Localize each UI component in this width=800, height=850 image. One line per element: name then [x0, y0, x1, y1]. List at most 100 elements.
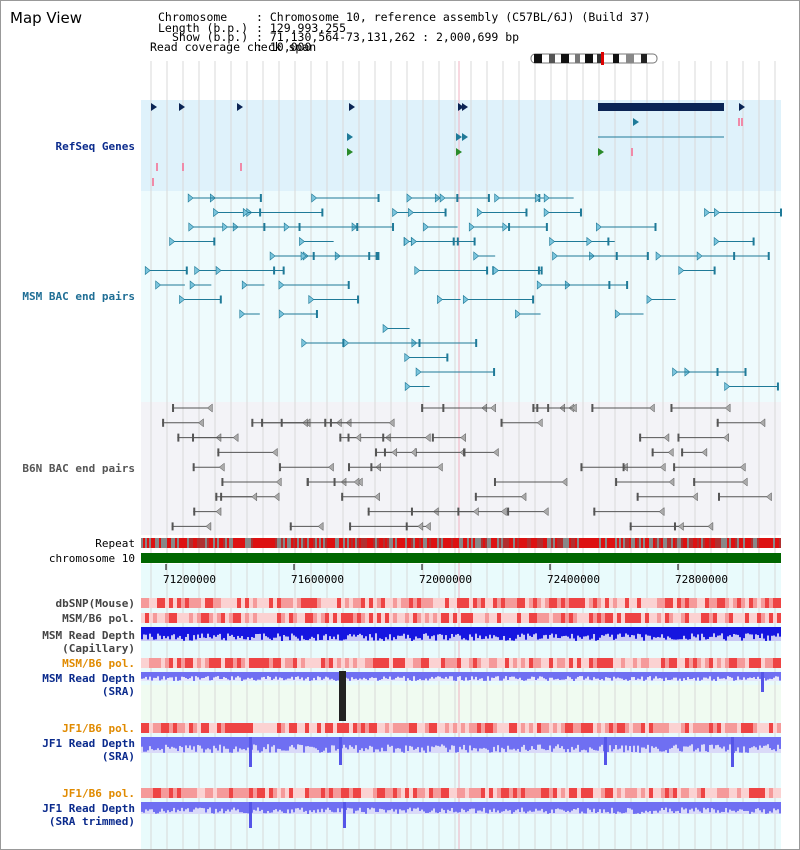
msm-bac-end	[404, 236, 410, 247]
depth-bar	[447, 672, 449, 679]
depth-bar	[473, 627, 475, 641]
b6n-bac-end	[532, 404, 535, 412]
polymorphism-mark	[673, 658, 677, 668]
depth-bar	[525, 672, 527, 681]
b6n-bac-end	[278, 463, 281, 472]
ideogram-band	[597, 54, 601, 63]
depth-bar	[291, 802, 293, 810]
depth-bar	[727, 672, 729, 677]
depth-bar	[229, 737, 231, 753]
depth-bar	[359, 627, 361, 634]
polymorphism-mark	[193, 598, 197, 608]
polymorphism-mark	[365, 723, 369, 733]
repeat-mark	[369, 538, 371, 548]
polymorphism-mark	[409, 788, 413, 798]
depth-bar	[511, 672, 513, 677]
polymorphism-mark	[769, 598, 773, 608]
repeat-mark	[653, 538, 655, 548]
polymorphism-mark	[665, 613, 669, 623]
polymorphism-mark	[609, 788, 613, 798]
depth-bar	[683, 737, 685, 747]
depth-bar	[511, 627, 513, 641]
depth-bar	[361, 737, 363, 749]
depth-bar	[481, 737, 483, 749]
depth-bar	[421, 672, 423, 681]
polymorphism-mark	[441, 788, 445, 798]
repeat-mark	[323, 538, 325, 548]
depth-bar	[371, 672, 373, 678]
depth-bar	[201, 802, 203, 808]
depth-bar	[337, 672, 339, 681]
depth-bar	[779, 672, 781, 681]
polymorphism-mark	[745, 658, 749, 668]
repeat-mark	[661, 538, 663, 548]
depth-bar	[591, 802, 593, 813]
depth-bar	[733, 672, 735, 681]
depth-bar	[315, 672, 317, 681]
polymorphism-mark	[461, 598, 465, 608]
polymorphism-mark	[709, 658, 713, 668]
msm-bac-end	[406, 193, 413, 203]
depth-bar	[187, 802, 189, 809]
depth-bar	[779, 737, 781, 749]
polymorphism-mark	[461, 723, 465, 733]
depth-bar	[159, 627, 161, 636]
repeat-mark	[767, 538, 769, 548]
depth-bar	[321, 672, 323, 680]
repeat-mark	[313, 538, 315, 548]
polymorphism-mark	[161, 598, 165, 608]
depth-bar	[373, 672, 375, 678]
depth-bar	[321, 802, 323, 809]
polymorphism-mark	[593, 598, 597, 608]
depth-bar	[415, 627, 417, 637]
polymorphism-mark	[329, 598, 333, 608]
depth-bar	[741, 672, 743, 680]
depth-bar	[617, 627, 619, 635]
depth-bar	[437, 802, 439, 814]
depth-bar	[591, 627, 593, 639]
repeat-mark	[167, 538, 169, 548]
polymorphism-mark	[253, 723, 257, 733]
repeat-mark	[549, 538, 551, 548]
depth-bar	[707, 802, 709, 809]
polymorphism-mark	[233, 658, 237, 668]
depth-bar	[651, 737, 653, 747]
msm-bac-end	[377, 252, 380, 260]
depth-bar	[401, 802, 403, 811]
depth-bar	[245, 627, 247, 640]
repeat-mark	[721, 538, 723, 548]
depth-bar	[303, 802, 305, 812]
polymorphism-mark	[513, 598, 517, 608]
polymorphism-mark	[413, 613, 417, 623]
depth-bar	[699, 627, 701, 641]
depth-bar	[207, 627, 209, 634]
polymorphism-mark	[741, 723, 745, 733]
depth-bar	[533, 737, 535, 750]
polymorphism-mark	[773, 658, 777, 668]
depth-bar	[169, 737, 171, 749]
polymorphism-mark	[705, 723, 709, 733]
b6n-bac-end	[739, 462, 746, 472]
polymorphism-mark	[765, 658, 769, 668]
depth-bar	[713, 672, 715, 680]
polymorphism-mark	[317, 788, 321, 798]
depth-bar	[507, 672, 509, 680]
b6n-bac-end	[536, 418, 543, 428]
depth-bar	[241, 802, 243, 813]
polymorphism-mark	[189, 788, 193, 798]
depth-bar	[539, 627, 541, 639]
polymorphism-mark	[201, 658, 205, 668]
repeat-mark	[543, 538, 545, 548]
repeat-mark	[685, 538, 687, 548]
depth-bar	[387, 627, 389, 640]
depth-bar	[295, 627, 297, 637]
msm-bac-end	[586, 236, 593, 247]
depth-bar	[309, 737, 311, 747]
b6n-bac-end	[374, 492, 380, 502]
depth-bar	[499, 802, 501, 813]
depth-bar	[673, 627, 675, 640]
depth-bar	[499, 627, 501, 640]
depth-bar	[277, 672, 279, 680]
repeat-mark	[211, 538, 213, 548]
